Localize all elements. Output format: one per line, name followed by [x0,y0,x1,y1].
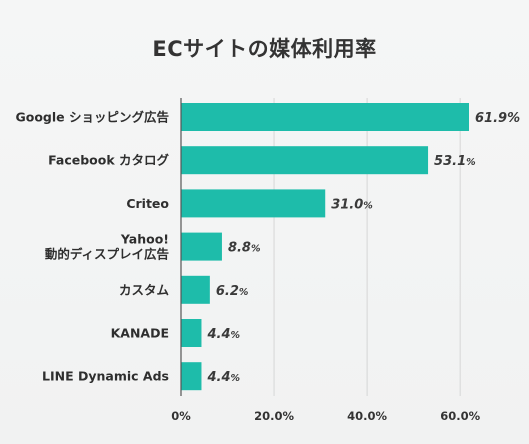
x-tick-label: 20.0% [254,409,294,423]
bar [181,275,210,304]
value-label: 4.4% [206,327,240,342]
value-label: 61.9% [475,111,520,126]
value-label: 4.4% [206,370,240,385]
value-label: 8.8% [228,241,261,256]
bar [181,146,429,175]
bar [181,103,469,131]
value-label: 6.2% [216,284,249,299]
bar [181,362,202,391]
chart-title: ECサイトの媒体利用率 [152,37,377,61]
x-tick-label: 0% [171,409,191,423]
category-label: Criteo [126,196,169,211]
category-label: KANADE [111,326,169,341]
x-tick-label: 40.0% [347,409,387,423]
category-label: Google ショッピング広告 [16,110,170,125]
value-label: 53.1% [434,154,476,169]
category-label: Facebook カタログ [48,153,169,168]
bar [181,189,326,218]
x-tick-label: 60.0% [440,409,480,423]
bar [181,319,202,347]
category-label: LINE Dynamic Ads [42,369,169,384]
category-label: Yahoo! [120,232,169,247]
category-label: カスタム [119,282,170,297]
value-label: 31.0% [331,197,373,212]
category-label: 動的ディスプレイ広告 [45,247,170,262]
bar [181,232,222,261]
